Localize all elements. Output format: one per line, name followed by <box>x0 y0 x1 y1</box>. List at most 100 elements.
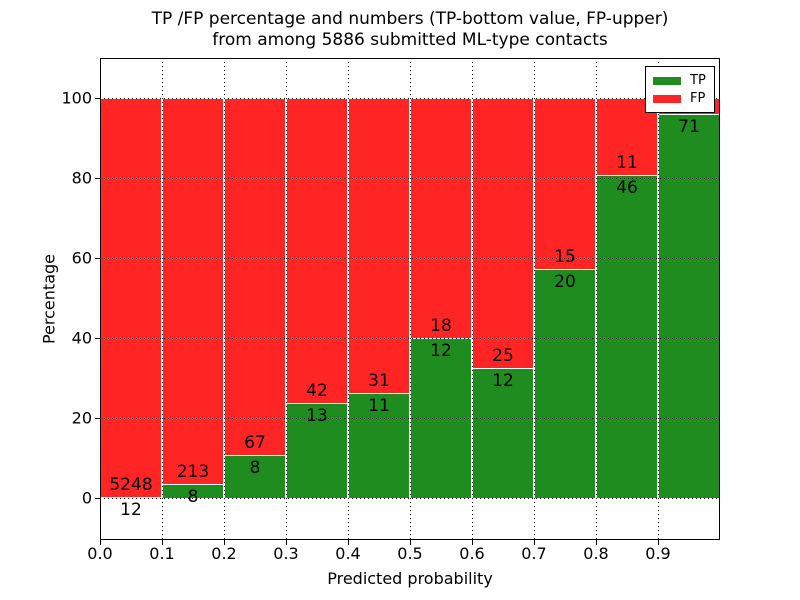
x-tick-label: 0.7 <box>521 544 547 563</box>
bar-group-1 <box>162 98 224 498</box>
bar-group-3 <box>286 98 348 498</box>
x-axis-label: Predicted probability <box>327 569 493 588</box>
bar-group-8 <box>596 98 658 498</box>
legend-label-tp: TP <box>690 73 706 88</box>
tp-bar-segment <box>659 114 719 498</box>
v-gridline <box>410 58 411 540</box>
tp-bar-segment <box>101 497 161 498</box>
tp-count-label: 8 <box>187 486 199 507</box>
y-tick-mark <box>95 417 100 419</box>
tp-bar-segment <box>163 483 223 498</box>
x-tick-mark <box>657 540 659 545</box>
x-tick-label: 0.1 <box>149 544 175 563</box>
fp-bar-segment <box>101 99 161 498</box>
tp-count-label: 12 <box>492 371 514 392</box>
y-tick-label: 80 <box>71 168 92 188</box>
fp-bar-segment <box>473 99 533 370</box>
bar-group-0 <box>100 98 162 498</box>
tp-bar-segment <box>287 403 347 498</box>
y-tick-label: 20 <box>71 408 92 428</box>
bar-group-6 <box>472 98 534 498</box>
bar-group-9 <box>658 98 720 498</box>
fp-bar-segment <box>287 99 347 405</box>
y-tick-label: 40 <box>71 328 92 348</box>
legend: TP FP <box>645 66 715 113</box>
x-tick-mark <box>409 540 411 545</box>
y-tick-mark <box>95 97 100 99</box>
v-gridline <box>534 58 535 540</box>
bar-group-7 <box>534 98 596 498</box>
tp-count-label: 11 <box>368 396 390 417</box>
fp-count-label: 11 <box>616 153 638 174</box>
fp-bar-segment <box>349 99 409 395</box>
y-tick-mark <box>95 177 100 179</box>
x-tick-mark <box>595 540 597 545</box>
legend-entry-tp: TP <box>653 74 707 87</box>
fp-count-label: 18 <box>430 316 452 336</box>
fp-count-label: 42 <box>306 381 328 402</box>
fp-bar-segment <box>225 99 285 457</box>
v-gridline <box>224 58 225 540</box>
x-tick-label: 0.9 <box>645 544 671 563</box>
fp-count-label: 15 <box>554 247 576 268</box>
x-tick-label: 0.3 <box>273 544 299 563</box>
fp-count-label: 31 <box>368 371 390 392</box>
v-gridline <box>658 58 659 540</box>
tp-bar-segment <box>535 269 595 498</box>
fp-count-label: 25 <box>492 346 514 367</box>
x-tick-mark <box>533 540 535 545</box>
v-gridline <box>286 58 287 540</box>
y-tick-mark <box>95 337 100 339</box>
tp-count-label: 13 <box>306 406 328 427</box>
fp-count-label: 5248 <box>109 475 153 496</box>
tp-bar-segment <box>597 175 657 498</box>
x-tick-label: 0.6 <box>459 544 485 563</box>
y-tick-label: 100 <box>61 88 92 108</box>
tp-bar-segment <box>349 393 409 498</box>
x-tick-mark <box>285 540 287 545</box>
v-gridline <box>162 58 163 540</box>
x-tick-mark <box>161 540 163 545</box>
x-tick-mark <box>99 540 101 545</box>
tp-bar-segment <box>473 368 533 498</box>
x-tick-label: 0.2 <box>211 544 237 563</box>
fp-count-label: 213 <box>176 461 210 482</box>
y-tick-label: 0 <box>81 488 92 508</box>
tp-count-label: 71 <box>678 117 700 138</box>
chart-title-line2: from among 5886 submitted ML-type contac… <box>212 30 608 50</box>
tp-count-label: 8 <box>249 458 261 479</box>
x-tick-mark <box>347 540 349 545</box>
legend-entry-fp: FP <box>653 92 707 105</box>
y-tick-mark <box>95 257 100 259</box>
bar-group-2 <box>224 98 286 498</box>
v-gridline <box>596 58 597 540</box>
y-tick-label: 60 <box>71 248 92 268</box>
x-tick-label: 0.0 <box>87 544 113 563</box>
v-gridline <box>348 58 349 540</box>
tp-bar-segment <box>225 455 285 498</box>
v-gridline <box>472 58 473 540</box>
fp-bar-segment <box>535 99 595 271</box>
tp-count-label: 46 <box>616 178 638 199</box>
tp-swatch-icon <box>653 76 681 85</box>
tp-count-label: 12 <box>430 341 452 361</box>
x-tick-label: 0.5 <box>397 544 423 563</box>
tp-count-label: 20 <box>554 272 576 293</box>
fp-count-label: 67 <box>244 433 266 454</box>
y-tick-mark <box>95 497 100 499</box>
x-tick-label: 0.8 <box>583 544 609 563</box>
chart-title-line1: TP /FP percentage and numbers (TP-bottom… <box>151 9 669 29</box>
bar-group-5 <box>410 98 472 498</box>
tp-count-label: 12 <box>120 500 142 521</box>
plot-area <box>100 58 720 540</box>
chart-title: TP /FP percentage and numbers (TP-bottom… <box>100 9 720 51</box>
fp-bar-segment <box>163 99 223 485</box>
fp-bar-segment <box>411 99 471 339</box>
fp-swatch-icon <box>653 94 681 103</box>
x-tick-mark <box>471 540 473 545</box>
bar-group-4 <box>348 98 410 498</box>
x-tick-mark <box>223 540 225 545</box>
legend-label-fp: FP <box>690 91 706 106</box>
x-tick-label: 0.4 <box>335 544 361 563</box>
